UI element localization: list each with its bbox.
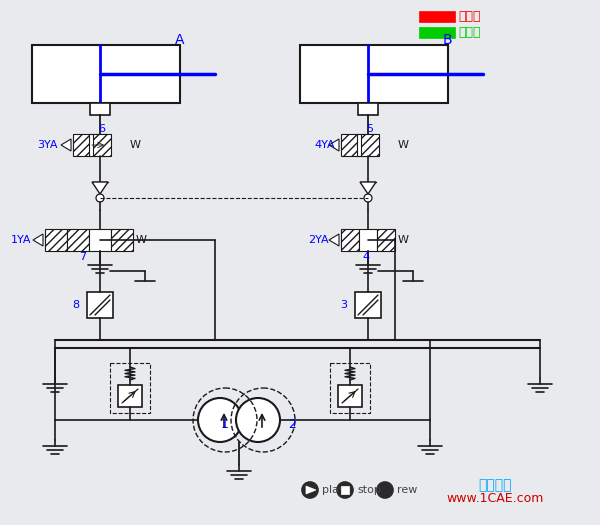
Polygon shape <box>61 139 71 151</box>
Text: B: B <box>443 33 452 47</box>
Polygon shape <box>92 182 108 194</box>
Text: 2YA: 2YA <box>308 235 329 245</box>
Circle shape <box>236 398 280 442</box>
Polygon shape <box>360 182 376 194</box>
Bar <box>330 363 370 413</box>
Bar <box>341 486 349 494</box>
Polygon shape <box>329 234 339 246</box>
Text: 2: 2 <box>288 418 296 432</box>
Bar <box>45 229 67 251</box>
Bar <box>358 103 378 115</box>
Polygon shape <box>33 234 43 246</box>
Circle shape <box>198 398 242 442</box>
Text: 4YA: 4YA <box>314 140 335 150</box>
Text: rew: rew <box>397 485 418 495</box>
Bar <box>357 134 375 156</box>
Bar <box>32 45 180 103</box>
Circle shape <box>337 482 353 498</box>
Text: 3YA: 3YA <box>37 140 58 150</box>
Bar <box>73 134 91 156</box>
Bar <box>118 385 142 407</box>
Bar <box>341 134 359 156</box>
Bar <box>300 45 448 103</box>
Polygon shape <box>329 139 339 151</box>
Bar <box>359 229 377 251</box>
Text: 1: 1 <box>221 418 229 432</box>
Text: play: play <box>322 485 346 495</box>
Bar <box>87 292 113 318</box>
Bar <box>420 28 455 38</box>
Polygon shape <box>306 486 316 494</box>
Bar <box>338 385 362 407</box>
Bar <box>67 229 89 251</box>
Circle shape <box>377 482 393 498</box>
Text: W: W <box>136 235 146 245</box>
Text: stop: stop <box>357 485 381 495</box>
Bar <box>90 103 110 115</box>
Bar <box>420 12 455 22</box>
Text: 7: 7 <box>79 252 86 262</box>
Text: W: W <box>398 140 409 150</box>
Text: 进油路: 进油路 <box>458 10 481 24</box>
Bar <box>355 292 381 318</box>
Circle shape <box>364 194 372 202</box>
Bar <box>110 363 150 413</box>
Text: 8: 8 <box>72 300 79 310</box>
Text: 1YA: 1YA <box>11 235 31 245</box>
Text: 6: 6 <box>98 124 106 134</box>
Bar <box>89 134 107 156</box>
Text: 仿真在线: 仿真在线 <box>478 478 512 492</box>
Text: 3: 3 <box>340 300 347 310</box>
Text: W: W <box>398 235 409 245</box>
Bar <box>111 229 133 251</box>
Bar <box>377 229 395 251</box>
Bar <box>341 229 359 251</box>
Text: 4: 4 <box>362 252 370 262</box>
Circle shape <box>302 482 318 498</box>
Text: 5: 5 <box>367 124 373 134</box>
Text: W: W <box>130 140 140 150</box>
Bar <box>89 229 111 251</box>
Circle shape <box>96 194 104 202</box>
Text: 回油路: 回油路 <box>458 26 481 39</box>
Text: A: A <box>175 33 185 47</box>
Bar <box>361 134 379 156</box>
Bar <box>93 134 111 156</box>
Text: www.1CAE.com: www.1CAE.com <box>446 491 544 505</box>
